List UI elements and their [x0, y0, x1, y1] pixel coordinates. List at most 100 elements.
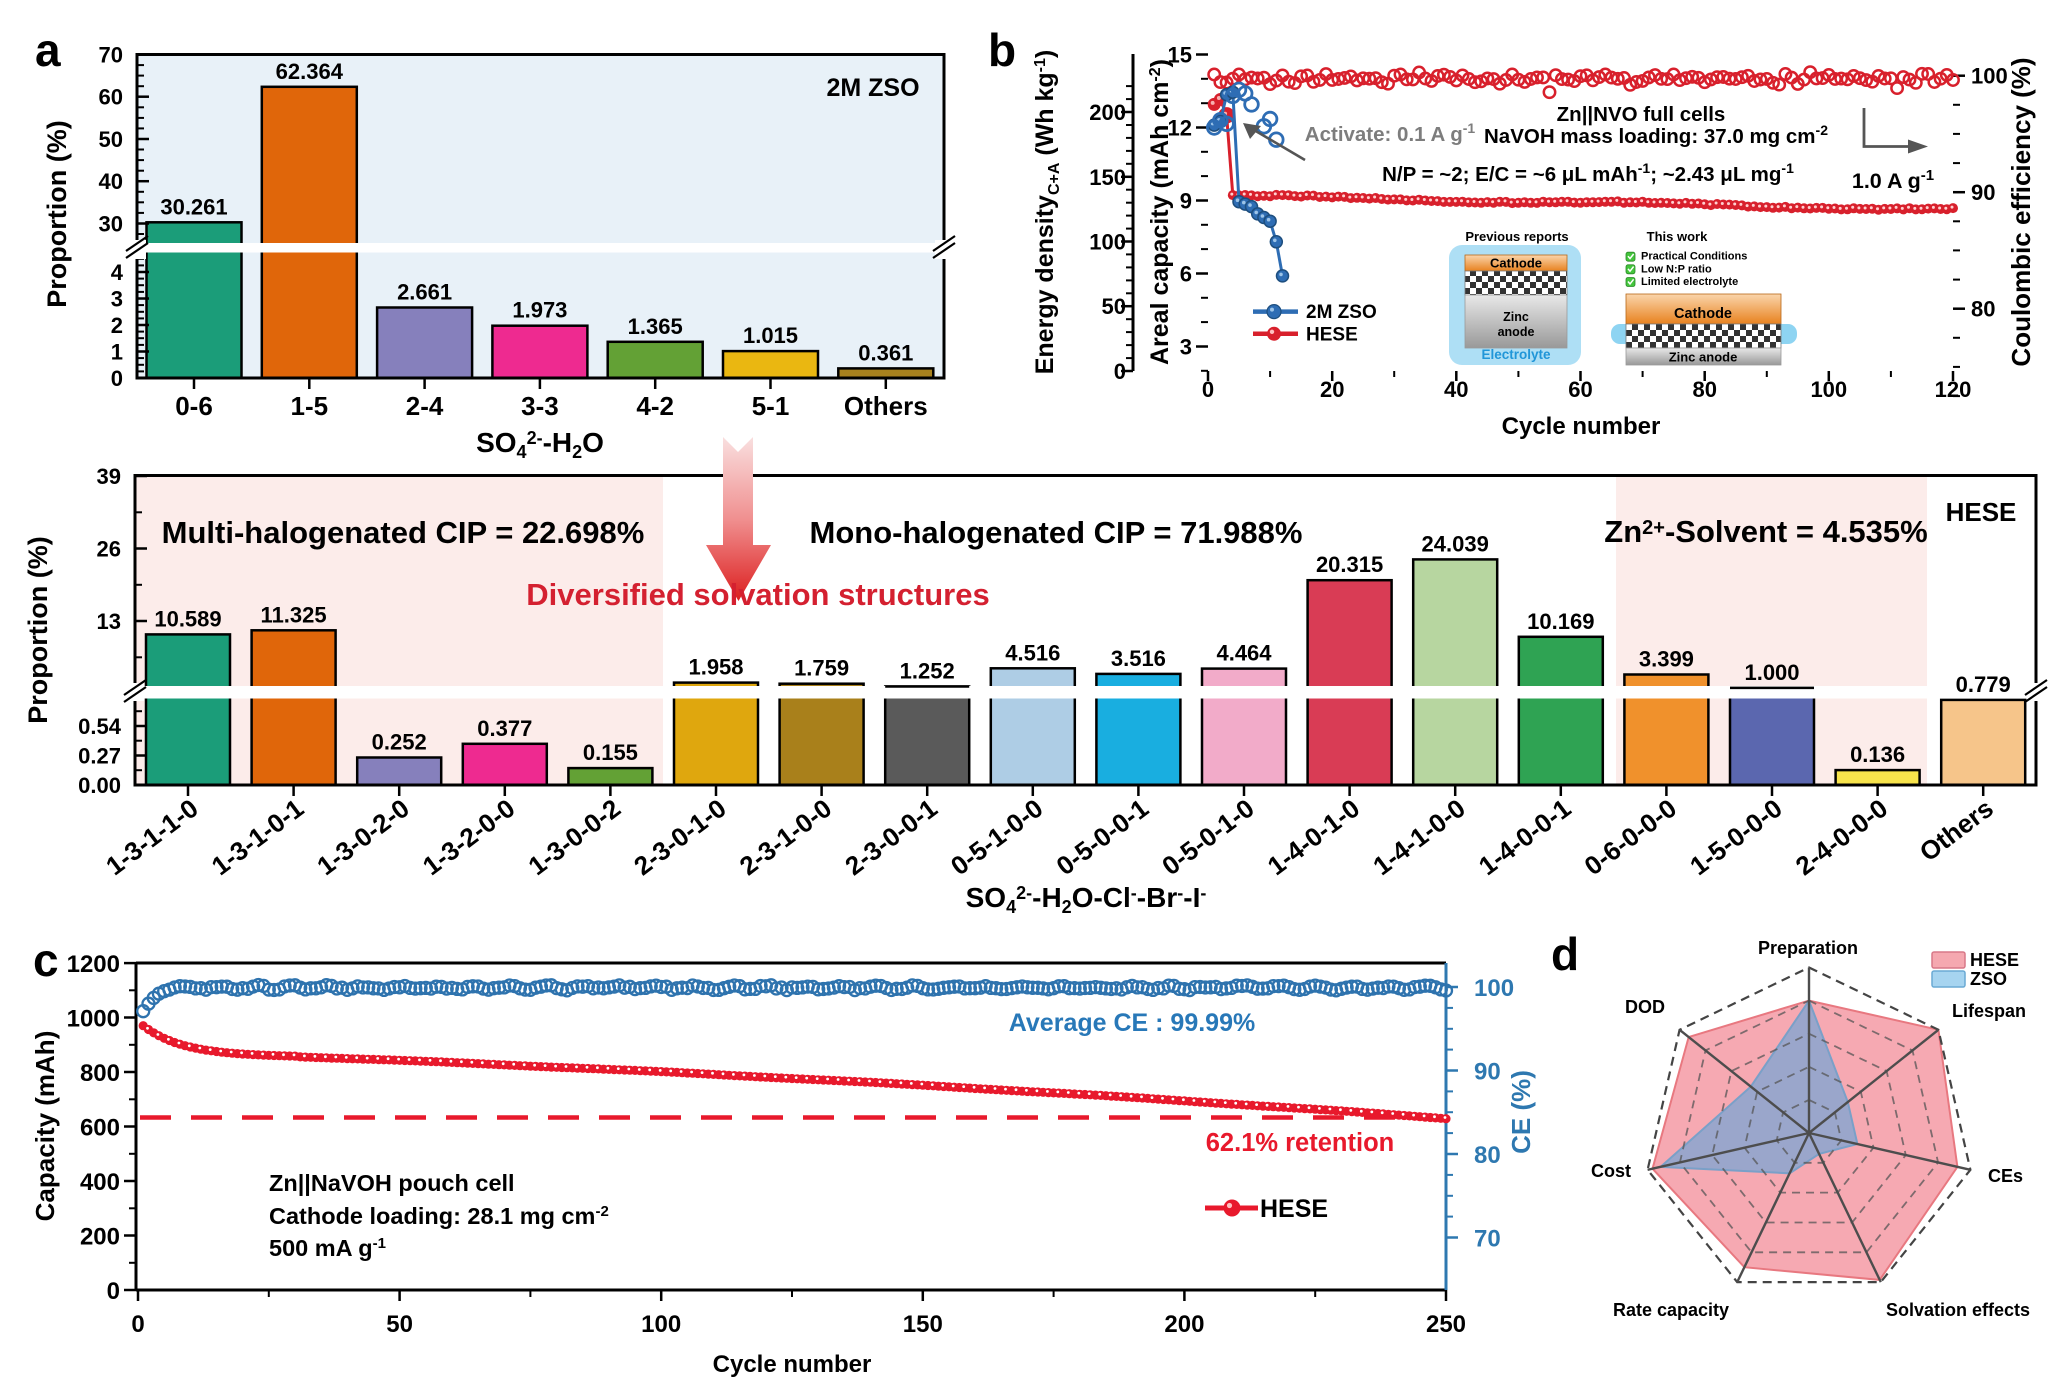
svg-text:1200: 1200: [67, 951, 120, 978]
svg-text:Others: Others: [1914, 793, 1999, 867]
svg-text:20: 20: [1320, 377, 1344, 402]
svg-text:Limited electrolyte: Limited electrolyte: [1641, 276, 1738, 288]
svg-text:1: 1: [111, 340, 123, 365]
svg-text:0: 0: [1114, 359, 1126, 384]
svg-text:60: 60: [99, 85, 123, 110]
svg-text:50: 50: [99, 127, 123, 152]
svg-text:100: 100: [641, 1311, 681, 1338]
svg-text:0.252: 0.252: [372, 730, 427, 755]
svg-text:1.015: 1.015: [743, 323, 798, 348]
svg-text:0-5-0-0-1: 0-5-0-0-1: [1051, 793, 1154, 881]
svg-text:Cathode: Cathode: [1674, 306, 1732, 322]
svg-text:2-3-0-0-1: 2-3-0-0-1: [839, 793, 942, 881]
svg-text:Zn||NVO full cells: Zn||NVO full cells: [1557, 103, 1726, 126]
svg-text:Electrolyte: Electrolyte: [1481, 347, 1551, 362]
svg-text:1.252: 1.252: [900, 659, 955, 684]
svg-text:NaVOH mass loading: 37.0 mg cm: NaVOH mass loading: 37.0 mg cm-2​: [1484, 122, 1828, 148]
svg-text:1000: 1000: [67, 1006, 120, 1033]
svg-text:Lifespan: Lifespan: [1952, 1001, 2026, 1021]
svg-text:HESE: HESE: [1970, 950, 2019, 970]
svg-text:SO4​2-​-H2​O-Cl-​-Br-​-I-​: SO4​2-​-H2​O-Cl-​-Br-​-I-​: [966, 882, 1207, 917]
svg-text:0.361: 0.361: [858, 340, 913, 365]
svg-text:1-3-1-1-0: 1-3-1-1-0: [100, 793, 203, 881]
svg-text:4.464: 4.464: [1216, 641, 1272, 666]
svg-text:2.661: 2.661: [397, 280, 452, 305]
svg-text:Low N:P ratio: Low N:P ratio: [1641, 263, 1712, 275]
svg-text:20.315: 20.315: [1316, 552, 1383, 577]
svg-text:Energy densityC+A​ (Wh kg-1​): Energy densityC+A​ (Wh kg-1​): [1031, 50, 1063, 375]
svg-text:This work: This work: [1647, 229, 1708, 244]
svg-text:0-5-1-0-0: 0-5-1-0-0: [945, 793, 1048, 881]
svg-text:3: 3: [1180, 335, 1192, 360]
svg-text:0.779: 0.779: [1956, 672, 2011, 697]
svg-text:26: 26: [97, 537, 121, 562]
svg-text:2M ZSO: 2M ZSO: [1306, 302, 1377, 323]
svg-text:0.136: 0.136: [1850, 742, 1905, 767]
svg-text:Cycle number: Cycle number: [1502, 413, 1661, 440]
svg-text:Proportion (%): Proportion (%): [42, 120, 72, 307]
svg-text:200: 200: [1164, 1311, 1204, 1338]
svg-text:ZSO: ZSO: [1970, 969, 2007, 989]
svg-text:250: 250: [1426, 1311, 1466, 1338]
svg-text:150: 150: [1089, 165, 1126, 190]
svg-text:100: 100: [1474, 975, 1514, 1002]
svg-text:40: 40: [99, 169, 123, 194]
svg-text:1-3-0-0-2: 1-3-0-0-2: [523, 793, 626, 881]
svg-text:0-6-0-0-0: 0-6-0-0-0: [1579, 793, 1682, 881]
svg-text:10.169: 10.169: [1527, 609, 1594, 634]
svg-text:3.399: 3.399: [1639, 647, 1694, 672]
svg-text:0-5-0-1-0: 0-5-0-1-0: [1156, 793, 1259, 881]
svg-text:600: 600: [80, 1115, 120, 1142]
svg-text:1.958: 1.958: [688, 655, 743, 680]
svg-text:1-4-1-0-0: 1-4-1-0-0: [1367, 793, 1470, 881]
svg-text:Activate: 0.1 A g-1​: Activate: 0.1 A g-1​: [1305, 120, 1476, 146]
svg-text:1-5: 1-5: [291, 391, 329, 421]
svg-text:2-4-0-0-0: 2-4-0-0-0: [1790, 793, 1893, 881]
svg-text:Others: Others: [844, 391, 928, 421]
svg-text:4.516: 4.516: [1005, 640, 1060, 665]
svg-text:50: 50: [386, 1311, 413, 1338]
svg-text:4-2: 4-2: [636, 391, 674, 421]
svg-text:2: 2: [111, 313, 123, 338]
svg-text:0.377: 0.377: [477, 716, 532, 741]
svg-text:39: 39: [97, 464, 121, 489]
svg-text:70: 70: [1474, 1226, 1501, 1253]
svg-text:1.973: 1.973: [512, 298, 567, 323]
svg-text:200: 200: [1089, 100, 1126, 125]
svg-text:N/P = ~2; E/C = ~6 μL mAh-1​;: N/P = ~2; E/C = ~6 μL mAh-1​; ~2.43 μL m…: [1382, 160, 1794, 186]
svg-text:1-5-0-0-0: 1-5-0-0-0: [1684, 793, 1787, 881]
svg-text:100: 100: [1089, 230, 1126, 255]
svg-text:15: 15: [1168, 43, 1192, 68]
svg-text:80: 80: [1692, 377, 1716, 402]
svg-text:80: 80: [1474, 1142, 1501, 1169]
svg-text:1-3-0-2-0: 1-3-0-2-0: [311, 793, 414, 881]
svg-text:Rate capacity: Rate capacity: [1613, 1300, 1729, 1320]
svg-text:CE (%): CE (%): [1506, 1070, 1536, 1154]
svg-text:SO4​2-​-H2​O: SO4​2-​-H2​O: [476, 427, 604, 462]
svg-text:100: 100: [1810, 377, 1847, 402]
svg-text:0: 0: [131, 1311, 144, 1338]
svg-text:Coulombic efficiency (%): Coulombic efficiency (%): [2006, 57, 2036, 366]
svg-text:1.365: 1.365: [628, 314, 683, 339]
svg-text:Zn||NaVOH pouch cell: Zn||NaVOH pouch cell: [269, 1170, 515, 1196]
svg-text:62.1% retention: 62.1% retention: [1206, 1129, 1394, 1157]
svg-text:Multi-halogenated CIP = 22.698: Multi-halogenated CIP = 22.698%: [162, 515, 645, 550]
svg-text:Cathode loading: 28.1 mg cm-2​: Cathode loading: 28.1 mg cm-2​: [269, 1203, 609, 1229]
svg-text:90: 90: [1474, 1059, 1501, 1086]
svg-text:2-3-1-0-0: 2-3-1-0-0: [734, 793, 837, 881]
svg-text:12: 12: [1168, 116, 1192, 141]
svg-text:0: 0: [107, 1278, 120, 1305]
svg-text:0.155: 0.155: [583, 740, 638, 765]
svg-text:800: 800: [80, 1060, 120, 1087]
svg-text:1-3-2-0-0: 1-3-2-0-0: [417, 793, 520, 881]
svg-text:10.589: 10.589: [154, 606, 221, 631]
svg-text:0-6: 0-6: [175, 391, 213, 421]
svg-text:Mono-halogenated CIP = 71.988%: Mono-halogenated CIP = 71.988%: [810, 515, 1303, 550]
svg-text:40: 40: [1444, 377, 1468, 402]
svg-text:3.516: 3.516: [1111, 646, 1166, 671]
svg-text:70: 70: [99, 43, 123, 68]
svg-text:100: 100: [1971, 64, 2008, 89]
svg-text:Cycle number: Cycle number: [713, 1351, 872, 1378]
svg-text:400: 400: [80, 1169, 120, 1196]
svg-text:Preparation: Preparation: [1758, 938, 1858, 958]
